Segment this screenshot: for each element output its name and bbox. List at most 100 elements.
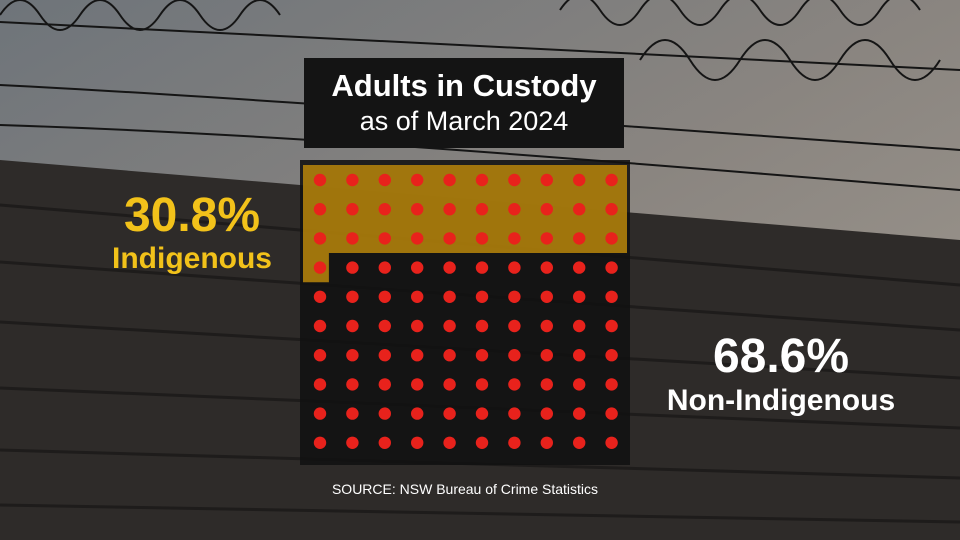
waffle-dot (475, 407, 489, 420)
waffle-dot (443, 436, 456, 449)
waffle-dot (605, 407, 618, 420)
chart-title-box: Adults in Custody as of March 2024 (304, 58, 624, 148)
waffle-dot (573, 290, 586, 303)
waffle-dot (378, 319, 391, 333)
waffle-dot (540, 436, 553, 449)
waffle-dot (508, 173, 521, 187)
waffle-dot (443, 290, 456, 303)
waffle-dot (573, 319, 586, 333)
waffle-dot (346, 261, 359, 274)
waffle-dot (411, 290, 424, 303)
waffle-dot (475, 349, 489, 362)
waffle-dot (573, 173, 586, 187)
waffle-dot (411, 173, 424, 187)
waffle-dot (540, 378, 553, 391)
waffle-dot (443, 261, 456, 274)
waffle-dot (605, 290, 618, 303)
waffle-dot (411, 319, 424, 333)
waffle-dot (378, 407, 391, 420)
waffle-dot (313, 378, 327, 391)
waffle-dot (540, 290, 553, 303)
waffle-dot (475, 173, 489, 187)
source-note: SOURCE: NSW Bureau of Crime Statistics (331, 481, 599, 497)
waffle-dot (378, 261, 391, 274)
waffle-dot (313, 349, 327, 362)
waffle-dot (378, 290, 391, 303)
waffle-dot (605, 436, 618, 449)
waffle-dot (540, 261, 553, 274)
waffle-dot (475, 378, 489, 391)
waffle-dot (605, 319, 618, 333)
waffle-dot (313, 173, 327, 187)
waffle-dot (313, 290, 327, 303)
waffle-dot (346, 203, 359, 216)
waffle-dot (508, 232, 521, 245)
waffle-dot (508, 203, 521, 216)
waffle-dot (443, 407, 456, 420)
waffle-dot (378, 436, 391, 449)
waffle-dot (443, 319, 456, 333)
waffle-dot (313, 203, 327, 216)
waffle-dot (443, 173, 456, 187)
waffle-dot (411, 349, 424, 362)
waffle-dot (443, 232, 456, 245)
waffle-dot (378, 232, 391, 245)
waffle-dot (378, 378, 391, 391)
waffle-dot (411, 203, 424, 216)
waffle-dot (508, 349, 521, 362)
waffle-dot (540, 203, 553, 216)
waffle-dot (313, 261, 327, 274)
waffle-dot (475, 319, 489, 333)
waffle-dot (378, 173, 391, 187)
non-indigenous-percent: 68.6% (712, 330, 850, 383)
waffle-dot (313, 232, 327, 245)
waffle-dot (508, 436, 521, 449)
waffle-dot (605, 232, 618, 245)
waffle-dot (605, 349, 618, 362)
waffle-dot (540, 407, 553, 420)
indigenous-highlight-region (303, 165, 627, 283)
waffle-dot (443, 349, 456, 362)
waffle-dot (313, 407, 327, 420)
waffle-dot (573, 203, 586, 216)
chart-panel (300, 160, 630, 465)
waffle-dot (378, 349, 391, 362)
waffle-dot (313, 436, 327, 449)
indigenous-label: 30.8% Indigenous (92, 190, 292, 276)
waffle-dots (313, 173, 618, 449)
waffle-dot (346, 173, 359, 187)
waffle-dot (573, 378, 586, 391)
waffle-dot (573, 349, 586, 362)
waffle-dot (540, 319, 553, 333)
waffle-dot (346, 407, 359, 420)
waffle-dot (475, 290, 489, 303)
waffle-dot (346, 232, 359, 245)
waffle-dot (573, 407, 586, 420)
waffle-dot (378, 203, 391, 216)
waffle-dot (411, 261, 424, 274)
waffle-dot (475, 203, 489, 216)
indigenous-percent: 30.8% (123, 189, 261, 242)
waffle-dot (605, 378, 618, 391)
non-indigenous-name: Non-Indigenous (666, 384, 896, 417)
waffle-dot (540, 173, 553, 187)
waffle-dot (508, 290, 521, 303)
waffle-dot (475, 261, 489, 274)
waffle-dot (605, 173, 618, 187)
waffle-dot (508, 407, 521, 420)
waffle-dot (443, 378, 456, 391)
waffle-dot (508, 378, 521, 391)
waffle-dot (508, 319, 521, 333)
waffle-dot (346, 290, 359, 303)
waffle-dot (475, 436, 489, 449)
waffle-dot (475, 232, 489, 245)
waffle-dot (573, 436, 586, 449)
chart-subtitle: as of March 2024 (359, 106, 569, 136)
waffle-dot (346, 349, 359, 362)
non-indigenous-label: 68.6% Non-Indigenous (650, 330, 912, 418)
waffle-dot (411, 436, 424, 449)
chart-title: Adults in Custody (331, 68, 597, 103)
waffle-dot (443, 203, 456, 216)
waffle-dot (573, 261, 586, 274)
indigenous-name: Indigenous (112, 242, 272, 275)
